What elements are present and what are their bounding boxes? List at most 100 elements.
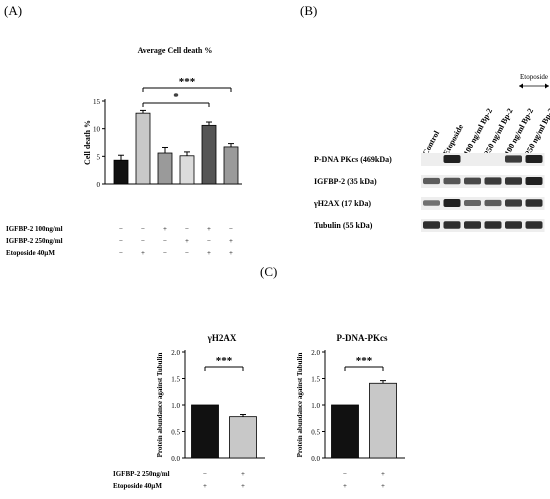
- condition-sign: +: [207, 249, 211, 257]
- blot-band: [505, 155, 522, 163]
- condition-sign: −: [203, 470, 207, 478]
- bar: [369, 382, 397, 459]
- condition-sign: −: [229, 225, 233, 233]
- blot-band: [443, 177, 461, 185]
- panel-label-a: (A): [4, 3, 23, 18]
- chart-cell-death: Average Cell death % Cell death % 0 5 10 15 **…: [6, 46, 242, 257]
- condition-sign: −: [343, 470, 347, 478]
- blot-band: [505, 221, 522, 229]
- bar: [229, 416, 257, 459]
- bar: [331, 404, 359, 459]
- condition-sign: +: [381, 482, 385, 490]
- blot-band: [423, 221, 440, 229]
- condition-sign: +: [241, 482, 245, 490]
- panel-label-c: (C): [260, 264, 278, 279]
- condition-label: Etoposide 40µM: [113, 482, 162, 490]
- blot-band: [484, 221, 502, 229]
- condition-label: IGFBP-2 250ng/ml: [6, 237, 63, 245]
- condition-sign: +: [163, 225, 167, 233]
- condition-sign: +: [241, 470, 245, 478]
- y-tick-label: 0.0: [171, 455, 180, 463]
- bar: [113, 159, 129, 185]
- condition-sign: −: [119, 237, 123, 245]
- y-tick-label: 1.0: [311, 402, 320, 410]
- y-tick-label: 2.0: [311, 349, 320, 357]
- condition-sign: +: [203, 482, 207, 490]
- condition-sign: +: [185, 237, 189, 245]
- condition-label: IGFBP-2 250ng/ml: [113, 470, 170, 478]
- bar: [223, 146, 239, 185]
- blot-row-label: IGFBP-2 (35 kDa): [314, 177, 377, 186]
- blot-band: [525, 221, 543, 229]
- condition-sign: +: [381, 470, 385, 478]
- bar: [179, 155, 195, 185]
- panel-label-b: (B): [300, 3, 318, 18]
- arrow-right-icon: [545, 83, 549, 89]
- significance-label: *: [173, 91, 179, 103]
- condition-sign: −: [185, 249, 189, 257]
- blot-band: [484, 177, 502, 185]
- blot-band: [464, 177, 481, 185]
- blot-band: [484, 199, 502, 207]
- blot-band: [423, 200, 440, 206]
- blot-band: [423, 177, 440, 185]
- bar: [157, 152, 173, 185]
- y-tick-label: 2.0: [171, 349, 180, 357]
- condition-sign: +: [229, 237, 233, 245]
- chart-title: Average Cell death %: [138, 46, 213, 55]
- blot-lane-bg: [462, 153, 483, 166]
- y-tick-label: 1.0: [171, 402, 180, 410]
- bar: [201, 124, 217, 185]
- y-tick-label: 10: [93, 126, 101, 134]
- blot-lane-bg: [482, 153, 504, 166]
- blot-band: [464, 200, 481, 206]
- blot-row-label: P-DNA PKcs (469kDa): [314, 155, 392, 164]
- blot-lane-label: Control: [421, 129, 442, 157]
- condition-sign: −: [207, 237, 211, 245]
- y-tick-label: 0.5: [311, 429, 320, 437]
- y-axis-label: Protein abundance against Tubulin: [156, 353, 164, 458]
- blot-row-label: γH2AX (17 kDa): [313, 199, 371, 208]
- bar: [191, 404, 219, 459]
- blot-band: [525, 155, 543, 163]
- condition-sign: −: [141, 237, 145, 245]
- significance-label: ***: [356, 355, 373, 367]
- y-axis-label: Cell death %: [83, 120, 92, 165]
- blot-band: [443, 155, 461, 163]
- blot-band: [464, 221, 481, 229]
- chart-title: P-DNA-PKcs: [337, 333, 388, 343]
- blot-band: [443, 199, 461, 207]
- y-tick-label: 0.0: [311, 455, 320, 463]
- y-tick-label: 0: [97, 181, 101, 189]
- panel-c-conditions: IGFBP-2 250ng/ml − + − + Etoposide 40µM + + + +: [113, 470, 385, 490]
- y-tick-label: 1.5: [171, 376, 180, 384]
- significance-label: ***: [216, 355, 233, 367]
- condition-sign: −: [119, 249, 123, 257]
- chart-pdnapkcs: P-DNA-PKcs Protein abundance against Tubu…: [296, 333, 405, 463]
- bar: [135, 112, 151, 185]
- blot-band: [443, 221, 461, 229]
- condition-sign: −: [163, 237, 167, 245]
- condition-sign: −: [119, 225, 123, 233]
- blot-band: [505, 177, 522, 185]
- significance-label: ***: [179, 76, 196, 88]
- condition-label: IGFBP-2 100ng/ml: [6, 225, 63, 233]
- condition-sign: +: [207, 225, 211, 233]
- chart-gh2ax: γH2AX Protein abundance against Tubulin 0.…: [156, 333, 265, 463]
- condition-sign: −: [163, 249, 167, 257]
- condition-sign: +: [141, 249, 145, 257]
- y-tick-label: 5: [97, 153, 101, 161]
- condition-sign: −: [141, 225, 145, 233]
- blot-band: [525, 199, 543, 207]
- etoposide-bracket-label: Etoposide: [520, 73, 548, 81]
- y-axis-label: Protein abundance against Tubulin: [296, 353, 304, 458]
- blot-band: [505, 199, 522, 207]
- condition-sign: +: [343, 482, 347, 490]
- arrow-left-icon: [519, 83, 523, 89]
- y-tick-label: 15: [93, 98, 101, 106]
- condition-sign: −: [185, 225, 189, 233]
- condition-label: Etoposide 40µM: [6, 249, 55, 257]
- blot-band: [525, 177, 543, 185]
